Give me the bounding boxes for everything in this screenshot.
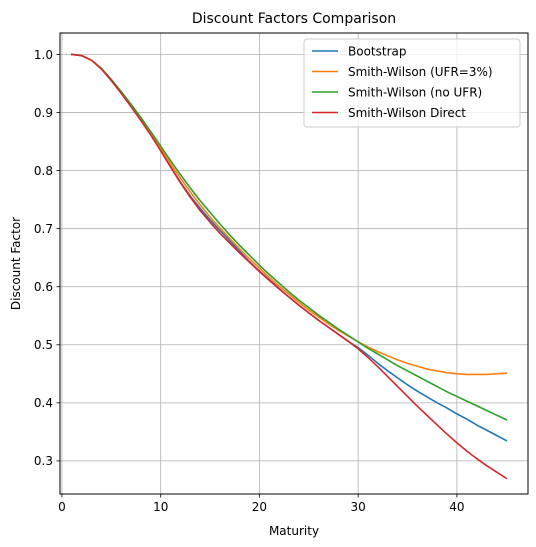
legend-entry: Smith-Wilson (UFR=3%) [348,65,493,79]
x-axis-label: Maturity [269,524,319,538]
series-line-smith-wilson-no-ufr [70,53,508,421]
series-lines [70,53,508,480]
y-tick-label: 0.3 [34,454,53,468]
legend-entry: Smith-Wilson (no UFR) [348,85,482,99]
legend-entry: Smith-Wilson Direct [348,106,466,120]
legend-box [303,38,521,128]
x-tick-label: 30 [351,500,366,514]
series-line-smith-wilson-direct [70,53,508,480]
y-tick-label: 0.9 [34,106,53,120]
y-axis-ticks: 0.3 0.4 0.5 0.6 0.7 0.8 0.9 1.0 [34,48,60,468]
y-tick-label: 0.5 [34,338,53,352]
x-tick-label: 10 [153,500,168,514]
y-tick-label: 1.0 [34,48,53,62]
chart-title: Discount Factors Comparison [192,11,396,27]
x-tick-label: 0 [58,500,66,514]
x-tick-label: 40 [449,500,464,514]
legend: Bootstrap Smith-Wilson (UFR=3%) Smith-Wils… [303,38,521,128]
y-tick-label: 0.6 [34,280,53,294]
x-axis-ticks: 0 10 20 30 40 [58,494,465,514]
y-tick-label: 0.4 [34,396,53,410]
y-tick-label: 0.7 [34,222,53,236]
legend-entry: Bootstrap [348,44,406,58]
plot-area-frame [59,32,529,495]
y-tick-label: 0.8 [34,164,53,178]
y-axis-label: Discount Factor [9,217,23,310]
x-tick-label: 20 [252,500,267,514]
